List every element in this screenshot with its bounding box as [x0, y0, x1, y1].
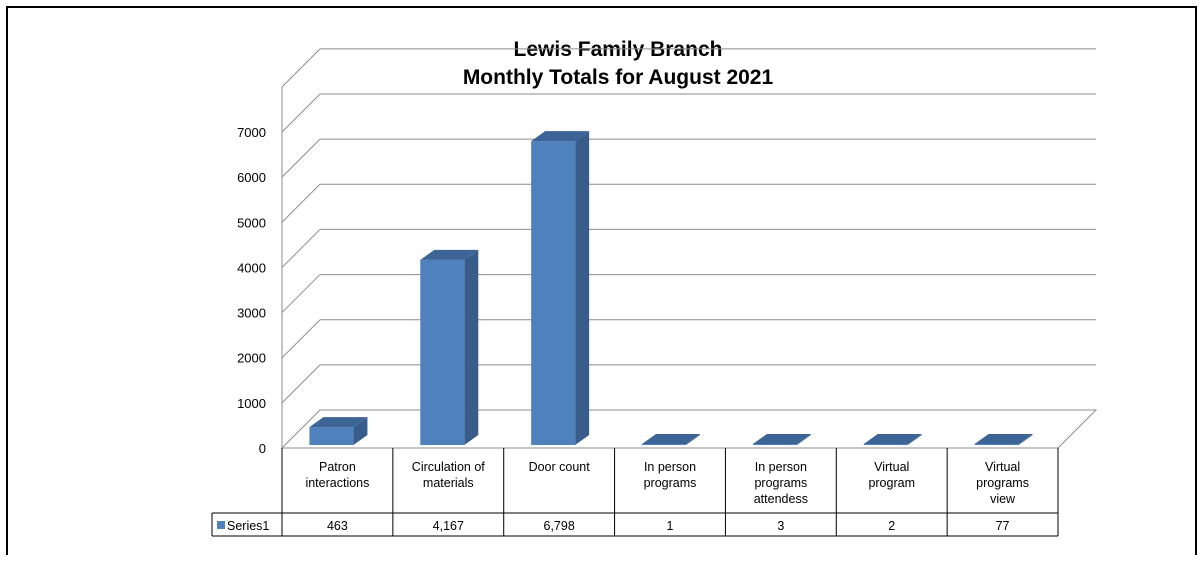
data-table-value: 1	[667, 519, 674, 533]
bar-top	[974, 434, 1033, 444]
y-tick-label: 4000	[237, 260, 266, 275]
gridlines	[280, 48, 1098, 449]
gridline-depth	[281, 138, 321, 178]
x-category-label: Door count	[529, 460, 591, 474]
bar	[752, 444, 797, 445]
y-tick-label: 3000	[237, 306, 266, 321]
y-tick-label: 5000	[237, 215, 266, 230]
x-category-label: view	[990, 492, 1016, 506]
gridline-depth	[281, 48, 321, 88]
chart-title-line-1: Lewis Family Branch	[514, 38, 723, 61]
bar	[642, 444, 686, 445]
chart-svg: Lewis Family Branch Monthly Totals for A…	[211, 38, 1098, 537]
gridline-depth	[281, 229, 321, 268]
x-category-label: programs	[754, 476, 807, 490]
x-category-label: Virtual	[874, 460, 909, 474]
bars	[309, 131, 1033, 446]
gridline-depth	[281, 93, 321, 133]
x-category-label: programs	[644, 476, 697, 490]
bar-top	[531, 131, 590, 142]
chart-floor	[280, 409, 1098, 449]
y-tick-label: 0	[259, 441, 266, 456]
bar-side	[575, 131, 590, 445]
bar	[531, 141, 576, 446]
y-tick-label: 7000	[237, 125, 266, 140]
bar-top	[309, 417, 368, 428]
data-table-value: 6,798	[544, 519, 575, 533]
x-category-label: In person	[644, 460, 696, 474]
x-category-label: attendess	[754, 492, 808, 506]
bar-top	[752, 434, 811, 444]
x-category-label: In person	[755, 460, 807, 474]
bar	[863, 444, 908, 445]
bar-side	[1018, 434, 1033, 445]
bar	[309, 427, 354, 445]
bar-side	[464, 249, 479, 445]
y-tick-label: 1000	[237, 396, 266, 411]
bar-side	[907, 434, 922, 445]
data-table-value: 2	[888, 519, 895, 533]
chart-frame: Lewis Family Branch Monthly Totals for A…	[6, 6, 1197, 555]
gridline-depth	[281, 183, 321, 223]
x-category-label: program	[868, 476, 915, 490]
x-category-label: interactions	[305, 476, 369, 490]
bar-top	[642, 434, 700, 444]
legend-series-name: Series1	[227, 519, 269, 533]
data-table-value: 463	[327, 519, 348, 533]
chart-title-line-2: Monthly Totals for August 2021	[463, 66, 774, 89]
bar-side	[686, 434, 700, 445]
data-table-value: 77	[996, 519, 1010, 533]
x-category-label: Patron	[319, 460, 356, 474]
legend-swatch	[217, 521, 225, 529]
y-tick-label: 2000	[237, 351, 266, 366]
y-axis: 0 1000 2000 3000 4000 5000 6000 7000	[237, 125, 266, 456]
data-table-value: 4,167	[433, 519, 464, 533]
bar-top	[420, 249, 479, 260]
gridline-depth	[281, 319, 321, 359]
gridline-depth	[281, 364, 321, 404]
x-category-label: programs	[976, 476, 1029, 490]
bar-side	[796, 434, 811, 445]
data-table: Patron interactions 463 Circulation of mater…	[211, 448, 1059, 537]
x-category-label: Virtual	[985, 460, 1020, 474]
bar-side	[353, 417, 368, 445]
bar	[420, 259, 465, 445]
x-category-label: materials	[423, 476, 474, 490]
data-table-value: 3	[777, 519, 784, 533]
bar	[974, 444, 1019, 445]
bar-top	[863, 434, 922, 444]
x-category-label: Circulation of	[412, 460, 485, 474]
gridline-depth	[281, 274, 321, 313]
y-tick-label: 6000	[237, 170, 266, 185]
